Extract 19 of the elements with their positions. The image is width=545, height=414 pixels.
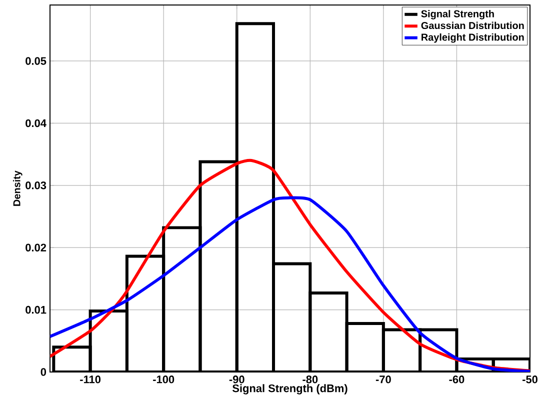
y-tick-label: 0.02 [26, 244, 46, 252]
legend-label: Rayleight Distribution [422, 33, 524, 43]
x-axis-title: Signal Strength (dBm) [232, 384, 348, 394]
x-tick-label: -110 [80, 376, 101, 384]
y-tick-label: 0.03 [26, 182, 46, 190]
x-tick-label: -80 [302, 376, 318, 384]
line-series [50, 196, 530, 372]
x-tick-label: -50 [522, 376, 538, 384]
y-tick-label: 0.05 [26, 57, 46, 65]
legend-label: Signal Strength [421, 10, 494, 20]
x-tick-label: -100 [153, 376, 174, 384]
legend-label: Gaussian Distribution [421, 22, 524, 30]
x-tick-label: -60 [449, 376, 464, 384]
y-tick-label: 0 [40, 368, 46, 376]
x-tick-label: -90 [229, 376, 244, 384]
y-tick-label: 0.01 [26, 306, 46, 314]
y-axis-title: Density [13, 170, 22, 206]
y-tick-label: 0.04 [26, 119, 46, 128]
x-tick-label: -70 [376, 376, 391, 384]
